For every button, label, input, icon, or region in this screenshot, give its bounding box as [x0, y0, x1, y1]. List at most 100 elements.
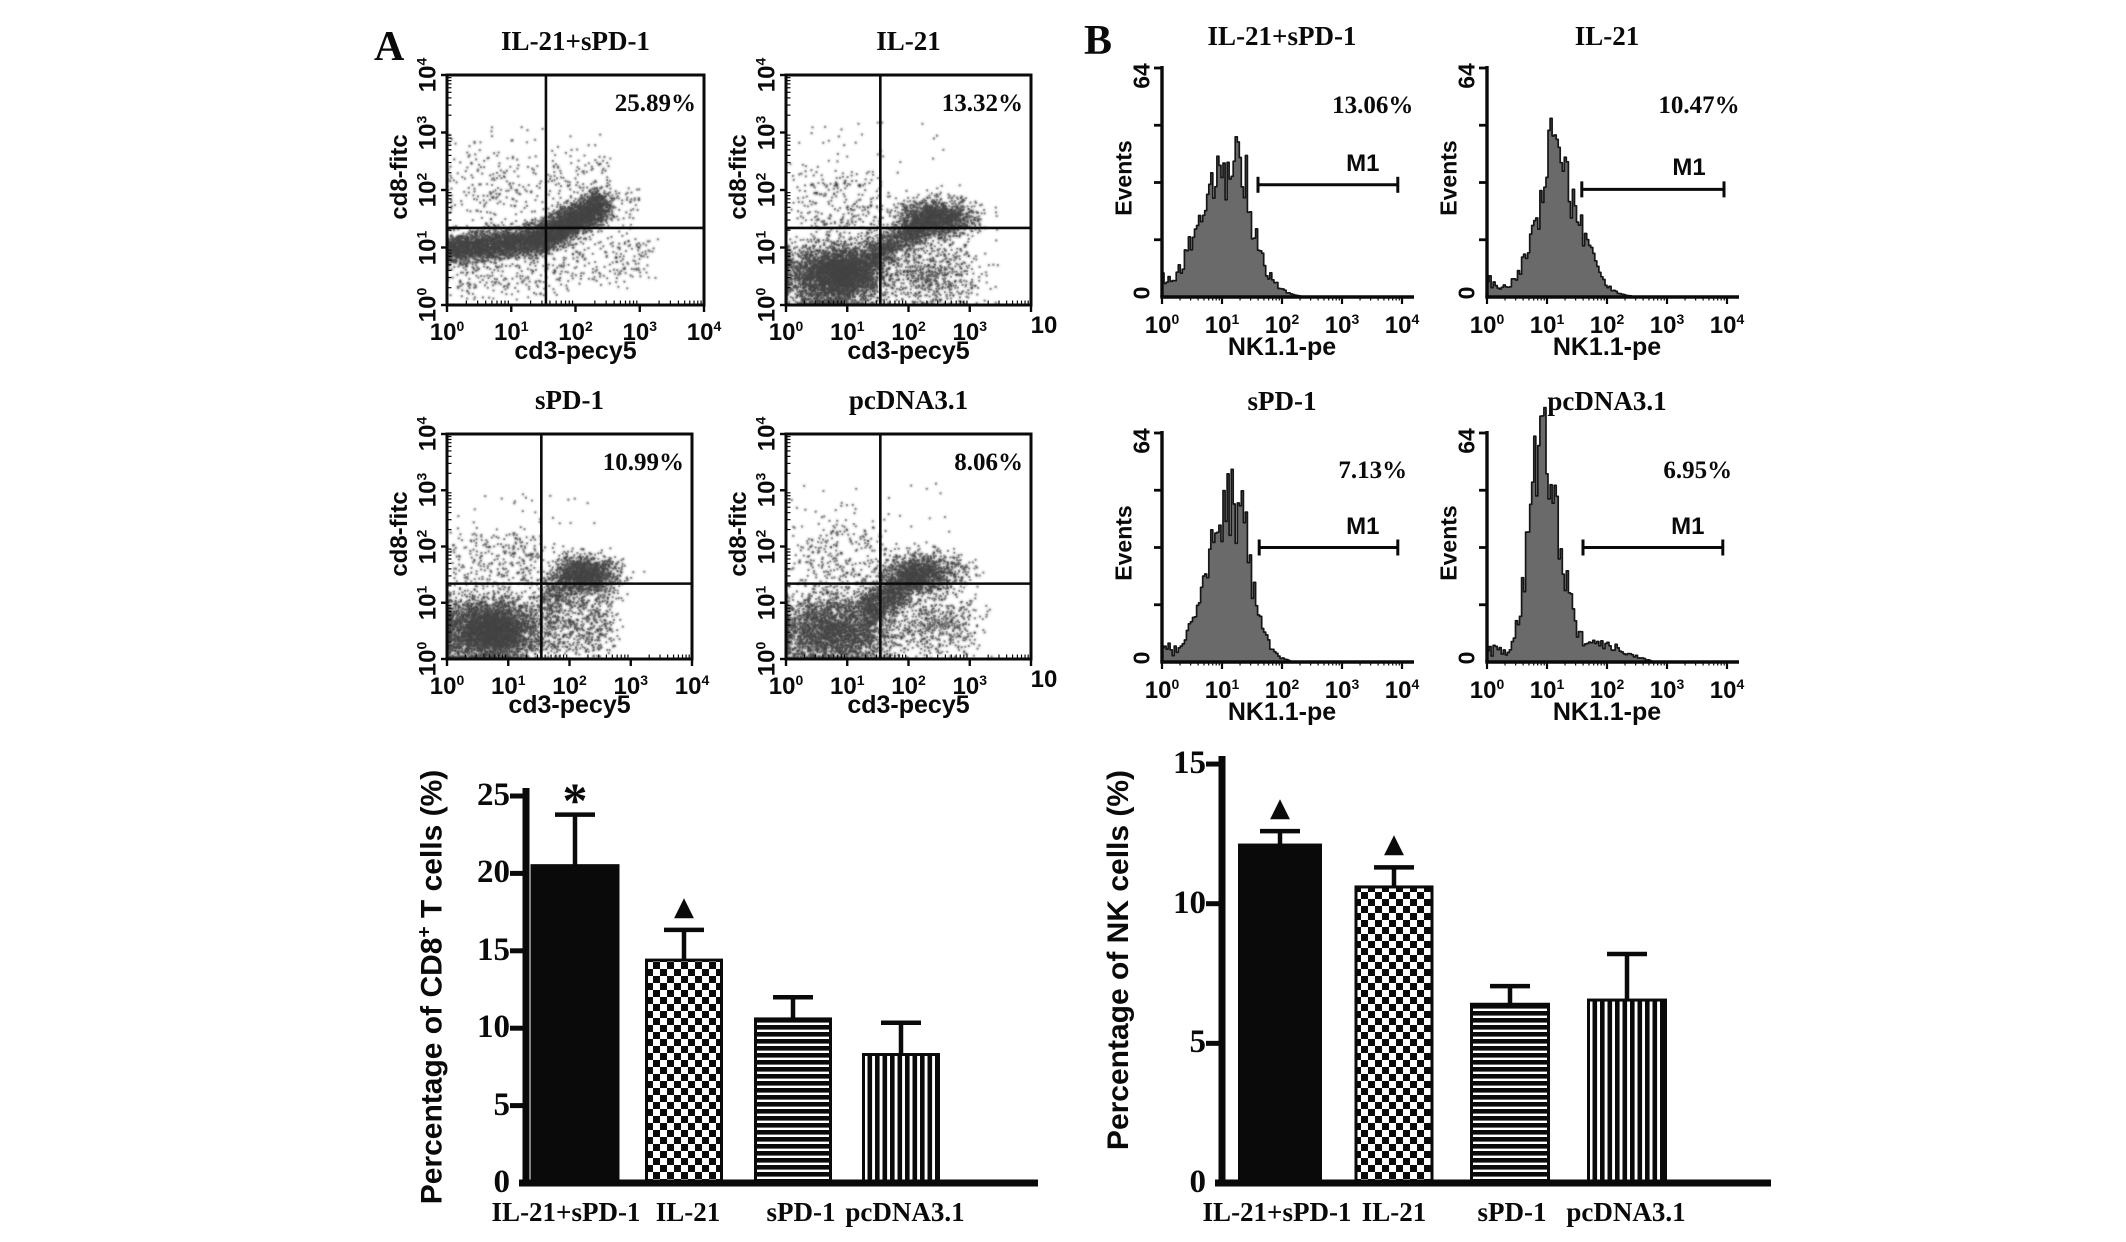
histogram-axes: [1154, 431, 1414, 669]
y-axis-title: cd8-fitc: [386, 134, 413, 220]
y-tick-label: 0: [1189, 1164, 1207, 1200]
x-axis-title: cd3-pecy5: [847, 337, 970, 365]
y-axis-title: Percentage of CD8+ T cells (%): [414, 769, 449, 1205]
y-tick-label: 100: [413, 641, 442, 677]
y-tick-label: 15: [477, 931, 510, 968]
x-tick-label: 103: [952, 672, 988, 700]
category-label: IL-21+sPD-1: [491, 1197, 641, 1227]
y-min-label: 0: [1128, 286, 1155, 300]
y-tick-label: 10: [477, 1009, 510, 1046]
x-tick-label: 101: [1529, 676, 1565, 704]
bar-chart-canvas: [510, 788, 1038, 1187]
category-label: pcDNA3.1: [1566, 1197, 1686, 1227]
y-tick-label: 100: [752, 641, 781, 677]
y-tick-label: 5: [1189, 1024, 1207, 1061]
histogram-axes: [1154, 66, 1414, 304]
significance-marker: ▲: [1270, 793, 1290, 824]
y-tick-label: 102: [413, 529, 442, 564]
y-axis-title: Events: [1435, 505, 1462, 581]
y-tick-label: 15: [1173, 745, 1206, 782]
category-label: sPD-1: [1477, 1197, 1547, 1227]
x-tick-label: 102: [891, 318, 926, 346]
y-axis-title: cd8-fitc: [386, 490, 413, 577]
x-tick-label: 10: [1030, 312, 1058, 339]
x-tick-label: 101: [1204, 311, 1240, 339]
significance-marker: ▲: [1384, 829, 1404, 860]
plot-title: IL-21+sPD-1: [1207, 21, 1357, 51]
x-tick-label: 102: [891, 672, 926, 700]
y-tick-label: 101: [413, 585, 442, 621]
gate-percentage: 7.13%: [1338, 457, 1408, 484]
y-min-label: 0: [1128, 651, 1155, 665]
histogram-axes: [1479, 406, 1739, 669]
y-tick-label: 25: [477, 777, 510, 813]
plot-title: pcDNA3.1: [1547, 386, 1667, 416]
x-tick-label: 102: [558, 318, 593, 346]
quadrant-percentage: 8.06%: [954, 449, 1023, 476]
y-axis-title: cd8-fitc: [725, 490, 752, 577]
plot-title: IL-21: [876, 26, 941, 56]
x-tick-label: 100: [768, 318, 804, 346]
x-tick-label: 100: [429, 672, 465, 700]
y-axis-title: cd8-fitc: [725, 134, 752, 220]
y-tick-label: 5: [493, 1086, 511, 1123]
plot-title: pcDNA3.1: [848, 385, 969, 415]
gate-label: M1: [1672, 154, 1706, 182]
scatter-dots-canvas: [786, 75, 1031, 305]
x-tick-label: 102: [1589, 676, 1625, 704]
x-tick-label: 102: [1589, 311, 1625, 339]
x-axis-title: NK1.1-pe: [1227, 333, 1337, 361]
category-label: pcDNA3.1: [845, 1197, 965, 1227]
y-tick-label: 102: [413, 172, 442, 208]
x-tick-label: 100: [1144, 311, 1180, 339]
y-tick-label: 103: [752, 473, 781, 508]
gate-label: M1: [1346, 149, 1380, 177]
gate-percentage: 13.06%: [1332, 92, 1414, 119]
y-tick-label: 103: [413, 473, 442, 508]
category-label: sPD-1: [766, 1197, 836, 1227]
y-tick-label: 102: [752, 172, 781, 208]
x-tick-label: 102: [552, 672, 587, 700]
category-label: IL-21: [1361, 1197, 1427, 1227]
x-tick-label: 101: [491, 672, 526, 700]
x-tick-label: 100: [1469, 676, 1505, 704]
gate-label: M1: [1346, 512, 1380, 540]
plot-title: sPD-1: [535, 385, 604, 415]
scatter-axes: [441, 73, 706, 312]
panel-b-label: B: [1084, 18, 1113, 64]
y-tick-label: 101: [413, 230, 442, 265]
x-tick-label: 103: [1324, 311, 1360, 339]
y-tick-label: 100: [752, 287, 781, 323]
y-min-label: 0: [1453, 286, 1480, 300]
y-tick-label: 104: [413, 57, 442, 93]
scatter-dots-canvas: [447, 75, 704, 305]
x-tick-label: 103: [613, 672, 649, 700]
x-tick-label: 10: [1030, 666, 1058, 693]
significance-marker: *: [562, 771, 588, 828]
x-tick-label: 101: [830, 318, 865, 346]
gate-label: M1: [1671, 512, 1705, 540]
y-max-label: 64: [1453, 428, 1480, 454]
y-tick-label: 101: [752, 230, 781, 265]
x-axis-title: cd3-pecy5: [514, 337, 637, 365]
scatter-dots-canvas: [786, 434, 1031, 659]
scatter-dots-canvas: [447, 434, 692, 659]
x-tick-label: 100: [429, 318, 465, 346]
scatter-axes: [780, 73, 1033, 312]
quadrant-percentage: 10.99%: [602, 449, 684, 476]
gate-percentage: 6.95%: [1663, 457, 1733, 484]
x-tick-label: 102: [1264, 676, 1300, 704]
histogram-axes: [1479, 66, 1739, 304]
y-axis-title: Events: [1110, 140, 1137, 216]
x-tick-label: 100: [768, 672, 804, 700]
flow-scatter-plot-il21-spd1: IL-21+sPD-1 25.89% cd3-pecy5 cd8-fitc 10…: [386, 26, 721, 364]
x-tick-label: 101: [494, 318, 529, 346]
y-tick-label: 103: [413, 115, 442, 150]
x-axis-title: NK1.1-pe: [1552, 698, 1662, 726]
significance-marker: ▲: [674, 891, 694, 922]
x-tick-label: 103: [1649, 676, 1685, 704]
y-max-label: 64: [1128, 63, 1155, 89]
y-tick-label: 102: [752, 529, 781, 564]
x-tick-label: 100: [1469, 311, 1505, 339]
gate-percentage: 10.47%: [1658, 92, 1740, 119]
